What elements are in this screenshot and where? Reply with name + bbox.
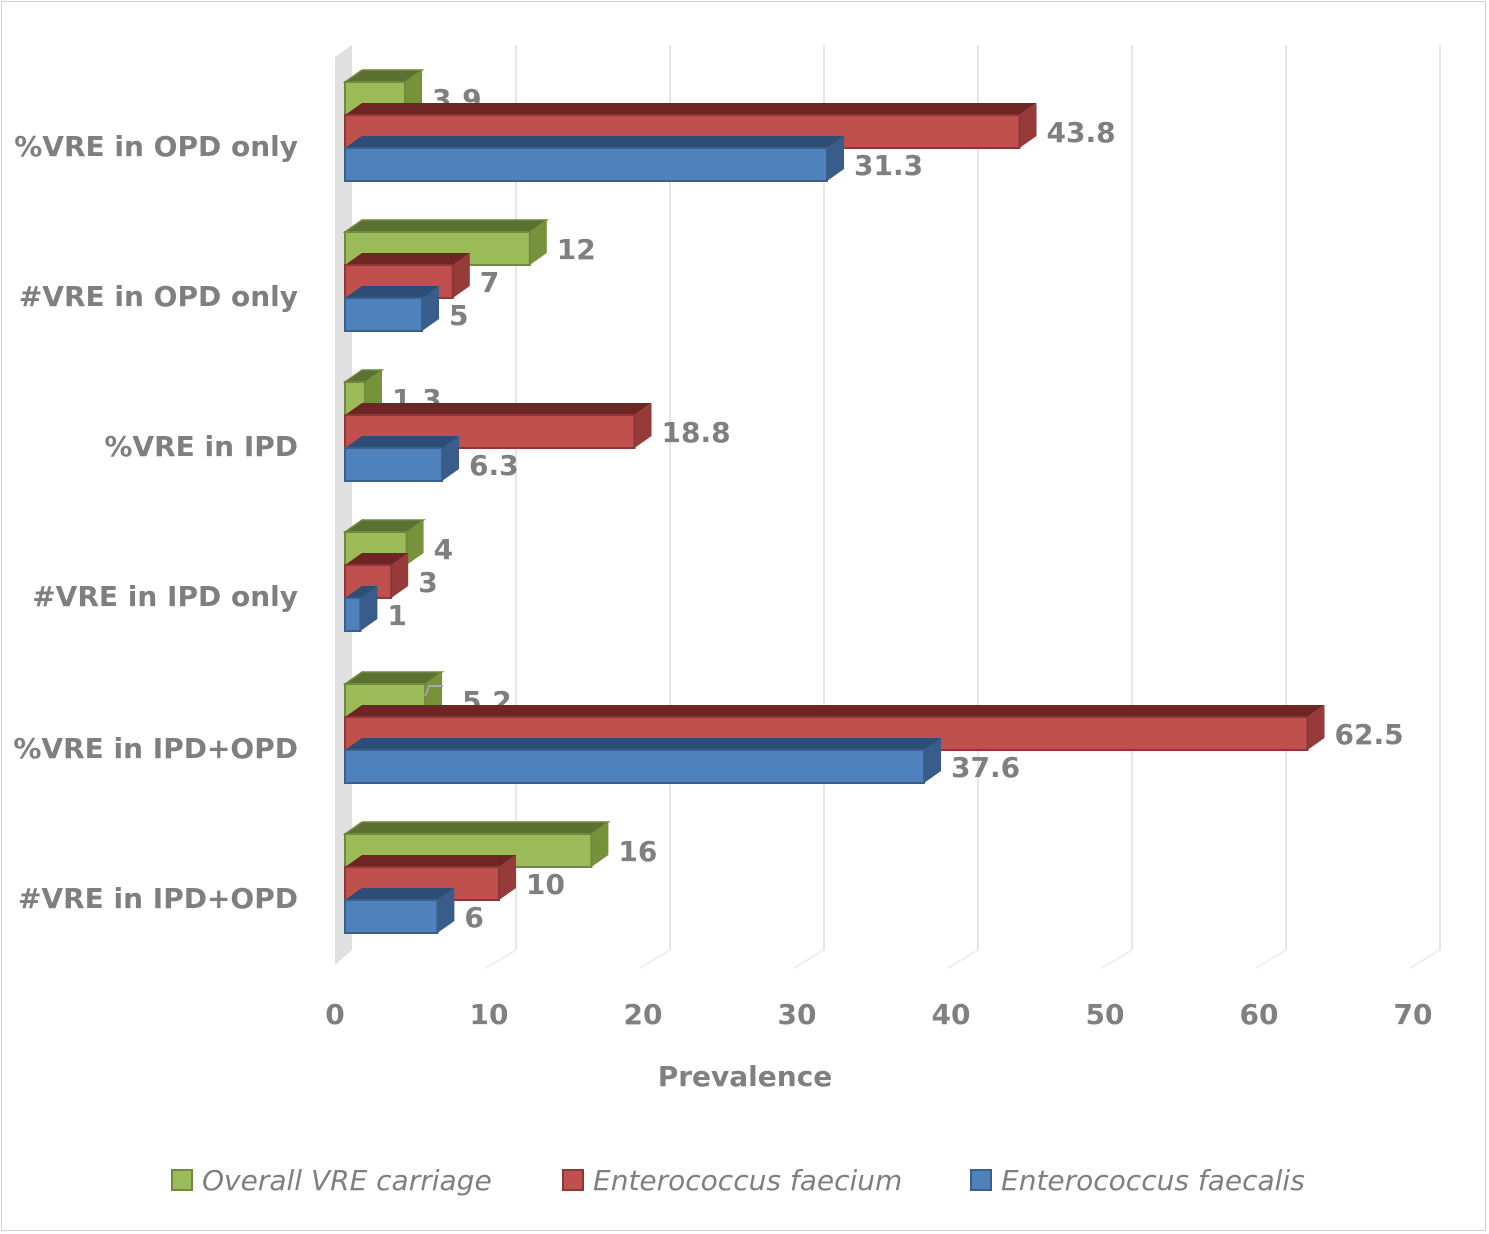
data-label: 6: [464, 901, 483, 934]
x-tick-label: 30: [778, 998, 817, 1031]
data-label: 31.3: [854, 149, 923, 182]
bar-top-face: [345, 888, 455, 900]
gridline-depth: [639, 949, 671, 969]
data-label: 10: [526, 868, 565, 901]
bar-side-face: [591, 822, 609, 867]
gridline-depth: [947, 949, 979, 969]
bar-side-face: [827, 136, 845, 181]
legend-label: Overall VRE carriage: [202, 1164, 492, 1197]
x-tick-label: 40: [932, 998, 971, 1031]
bar-side-face: [391, 553, 409, 598]
bar-top-face: [345, 286, 439, 298]
legend-swatch: [171, 1169, 193, 1191]
gridline-depth: [1255, 949, 1287, 969]
x-axis-title: Prevalence: [658, 1060, 833, 1093]
bar-front-face: [344, 749, 926, 784]
bar-top-face: [345, 855, 516, 867]
bar-side-face: [452, 253, 470, 298]
data-label: 1: [387, 599, 406, 632]
bar-top-face: [345, 136, 845, 148]
bar-side-face: [1019, 103, 1037, 148]
bar-top-face: [345, 403, 652, 415]
x-tick-label: 50: [1086, 998, 1125, 1031]
bar-front-face: [344, 297, 423, 332]
bar-top-face: [345, 253, 470, 265]
data-label: 18.8: [662, 416, 731, 449]
data-label: 43.8: [1047, 116, 1116, 149]
data-label: 62.5: [1335, 718, 1404, 751]
bar-top-face: [345, 705, 1325, 717]
bar-top-face: [345, 436, 460, 448]
data-label: 4: [434, 533, 453, 566]
bar-front-face: [344, 597, 362, 632]
category-label: %VRE in IPD+OPD: [13, 732, 298, 765]
data-label: 5: [449, 299, 468, 332]
category-label: #VRE in IPD only: [32, 580, 298, 613]
bar-top-face: [345, 103, 1037, 115]
bar-front-face: [344, 147, 829, 182]
bar-side-face: [924, 738, 942, 783]
category-label: #VRE in IPD+OPD: [18, 882, 298, 915]
x-tick-label: 0: [325, 998, 344, 1031]
bar-front-face: [344, 899, 439, 934]
x-tick-label: 70: [1394, 998, 1433, 1031]
bar-side-face: [406, 520, 424, 565]
x-tick-label: 60: [1240, 998, 1279, 1031]
bar-top-face: [345, 586, 378, 598]
bar-front-face: [344, 414, 636, 449]
bar-front-face: [344, 447, 444, 482]
category-label: %VRE in OPD only: [14, 130, 298, 163]
x-tick-label: 20: [624, 998, 663, 1031]
bar-side-face: [360, 586, 378, 631]
gridline-depth: [1409, 949, 1441, 969]
category-label: %VRE in IPD: [104, 430, 298, 463]
category-label: #VRE in OPD only: [19, 280, 298, 313]
legend-swatch: [562, 1169, 584, 1191]
gridline-depth: [793, 949, 825, 969]
data-label: 37.6: [951, 751, 1020, 784]
legend-label: Enterococcus faecium: [593, 1164, 902, 1197]
bar-top-face: [342, 219, 550, 233]
bar-side-face: [442, 436, 460, 481]
leader-line: [424, 685, 444, 697]
data-label: 7: [480, 266, 499, 299]
bar-top-face: [342, 821, 611, 835]
side-wall: [335, 45, 352, 965]
data-label: 6.3: [469, 449, 519, 482]
bar-side-face: [634, 403, 652, 448]
gridline-depth: [1101, 949, 1133, 969]
bar-side-face: [1307, 705, 1325, 750]
bar-side-face: [529, 220, 547, 265]
x-tick-label: 10: [470, 998, 509, 1031]
data-label: 3: [418, 566, 437, 599]
bar-top-face: [345, 553, 409, 565]
gridline-depth: [485, 949, 517, 969]
bar-side-face: [499, 855, 516, 900]
bar-top-face: [345, 738, 942, 750]
data-label: 12: [557, 233, 596, 266]
legend-swatch: [970, 1169, 992, 1191]
bar-side-face: [437, 888, 455, 933]
data-label: 16: [618, 835, 657, 868]
bar-top-face: [342, 671, 445, 685]
legend-label: Enterococcus faecalis: [1001, 1164, 1305, 1197]
bar-side-face: [422, 286, 439, 331]
